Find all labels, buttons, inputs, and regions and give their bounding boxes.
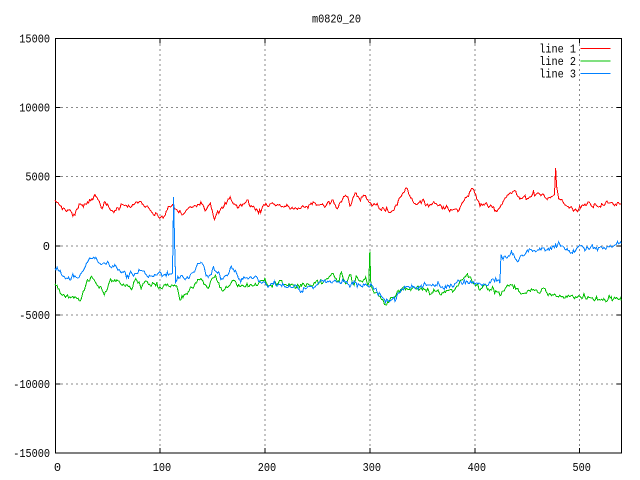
svg-text:line 2: line 2 (539, 55, 576, 69)
svg-text:-5000: -5000 (19, 309, 50, 323)
svg-text:100: 100 (153, 461, 171, 475)
svg-text:m0820_20: m0820_20 (312, 13, 361, 27)
svg-text:-10000: -10000 (13, 378, 50, 392)
svg-text:line 1: line 1 (539, 43, 576, 57)
svg-text:500: 500 (573, 461, 591, 475)
svg-text:-15000: -15000 (13, 447, 50, 461)
svg-text:line 3: line 3 (539, 68, 576, 82)
svg-text:5000: 5000 (25, 171, 50, 185)
svg-text:0: 0 (43, 240, 50, 254)
svg-text:10000: 10000 (19, 102, 50, 116)
svg-text:15000: 15000 (19, 33, 50, 47)
svg-text:300: 300 (363, 461, 381, 475)
svg-text:400: 400 (468, 461, 486, 475)
svg-text:0: 0 (54, 461, 61, 475)
svg-text:200: 200 (258, 461, 276, 475)
